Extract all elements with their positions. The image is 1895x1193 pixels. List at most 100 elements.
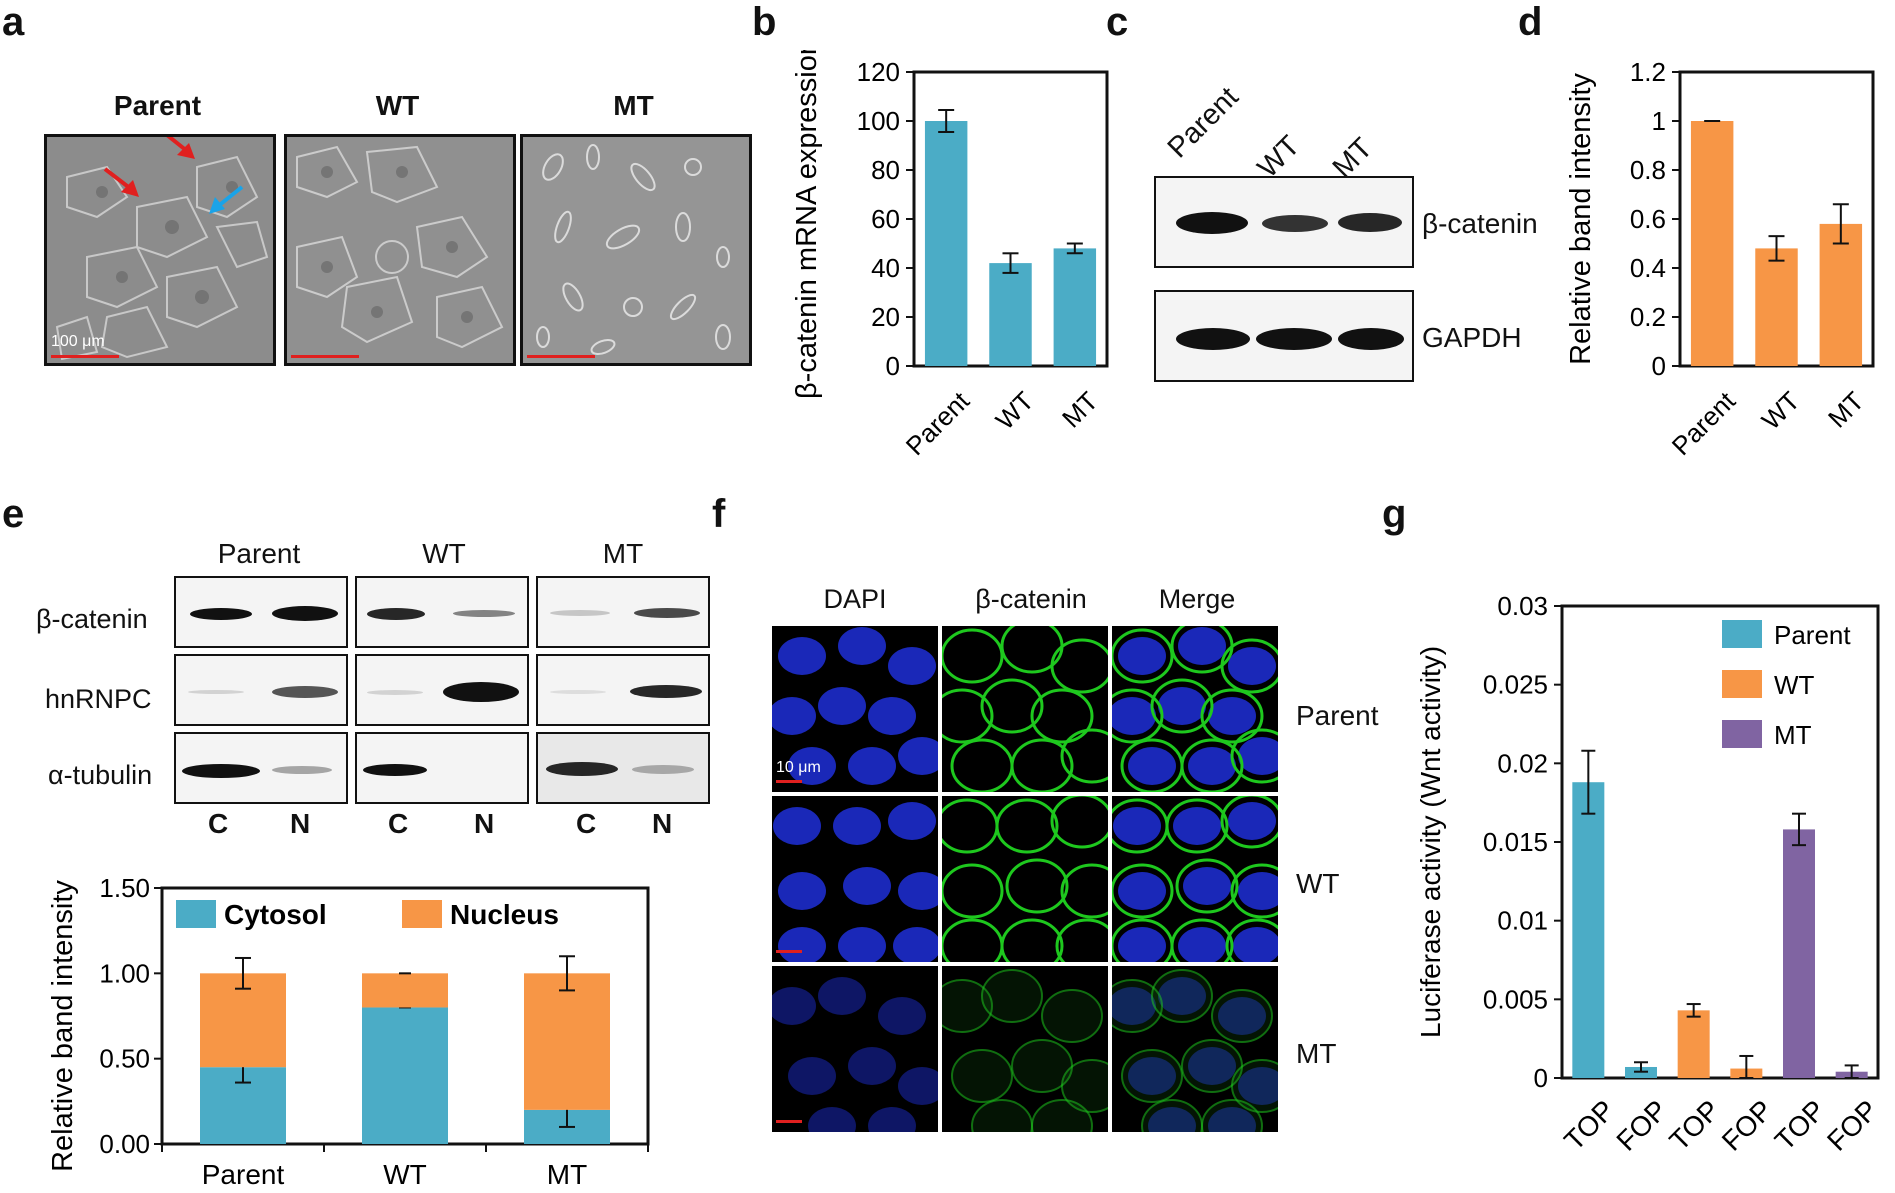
nucleus <box>888 802 936 840</box>
membrane <box>1230 863 1278 919</box>
confocal-image <box>1112 626 1278 792</box>
nucleus <box>1208 1107 1256 1132</box>
confocal-row-mt: MT <box>1296 1038 1337 1069</box>
band <box>632 765 694 774</box>
micrograph-title-wt: WT <box>375 90 420 121</box>
nucleus <box>1112 697 1156 735</box>
nucleus <box>1228 647 1276 685</box>
x-tick-label: WT <box>383 1159 427 1190</box>
y-tick-label: 0.02 <box>1497 748 1548 778</box>
nucleus <box>772 987 816 1025</box>
confocal-tile-2-2 <box>1112 966 1278 1132</box>
membrane <box>1175 858 1239 914</box>
confocal-image <box>773 802 938 962</box>
membrane <box>1231 1059 1278 1113</box>
x-tick-label: FOP <box>1610 1094 1673 1157</box>
nucleus <box>788 1057 836 1095</box>
membrane <box>942 979 993 1033</box>
membrane <box>1225 918 1278 962</box>
panel-label-e: e <box>2 492 25 536</box>
band <box>443 682 519 702</box>
membrane <box>1211 989 1273 1043</box>
membrane <box>1041 989 1103 1043</box>
band <box>272 606 338 621</box>
legend-swatch <box>1722 620 1762 648</box>
blot-e-mt-alpha-tubulin <box>536 732 710 804</box>
panel-label-a: a <box>2 0 25 44</box>
membrane <box>1220 638 1278 694</box>
membrane <box>1000 918 1064 962</box>
x-tick-label: WT <box>990 386 1040 436</box>
nucleus <box>1238 1067 1278 1105</box>
blot-e-wt-alpha-tubulin <box>355 732 529 804</box>
y-axis-label: Luciferase activity (Wnt activity) <box>1415 646 1446 1038</box>
band <box>190 608 252 620</box>
x-tick-label: TOP <box>1558 1094 1620 1156</box>
legend-label: Parent <box>1774 620 1851 650</box>
nucleus <box>898 872 938 910</box>
membrane <box>1112 979 1163 1033</box>
nucleus <box>1118 872 1166 910</box>
scale-bar <box>776 780 802 783</box>
y-tick-label: 1.2 <box>1630 57 1666 87</box>
band <box>182 764 260 778</box>
membrane <box>1220 796 1278 849</box>
cell-texture-mt <box>523 137 749 363</box>
membrane <box>1060 863 1108 919</box>
scale-bar <box>527 355 595 358</box>
nucleus <box>788 747 836 785</box>
membrane <box>1031 1099 1093 1132</box>
band <box>1176 328 1250 350</box>
micrograph-title-mt: MT <box>613 90 654 121</box>
nucleus <box>1238 872 1278 910</box>
band <box>1338 328 1404 350</box>
membrane <box>1151 969 1213 1023</box>
membrane <box>995 798 1059 854</box>
nucleus <box>838 927 886 962</box>
micrograph-title-parent: Parent <box>113 90 202 121</box>
y-tick-label: 100 <box>857 106 900 136</box>
band <box>1256 328 1332 350</box>
blot-e-mt-beta-catenin <box>536 576 710 648</box>
bar <box>1053 248 1097 366</box>
nucleus <box>838 627 886 665</box>
nucleus <box>1158 687 1206 725</box>
chart-e-stacked-fraction: 0.00 0.50 1.00 1.50 Parent WT MT Cytosol Nucleus… <box>47 873 650 1190</box>
legend-swatch <box>1722 670 1762 698</box>
x-tick-label: Parent <box>202 1159 285 1190</box>
band <box>363 764 427 776</box>
confocal-tile-2-0 <box>772 966 938 1132</box>
legend-swatch <box>176 900 216 928</box>
legend-label: WT <box>1774 670 1815 700</box>
x-tick-label: MT <box>1822 386 1870 434</box>
y-tick-label: 40 <box>871 253 900 283</box>
fraction-label-c: C <box>388 808 409 839</box>
confocal-col-dapi: DAPI <box>823 584 887 614</box>
band <box>550 610 610 616</box>
legend-swatch <box>1722 720 1762 748</box>
y-tick-label: 1.00 <box>99 958 150 988</box>
x-tick-label: TOP <box>1769 1094 1831 1156</box>
confocal-col-beta-catenin: β-catenin <box>975 584 1087 614</box>
fraction-label-n: N <box>290 808 311 839</box>
y-tick-label: 60 <box>871 204 900 234</box>
nucleus <box>778 637 826 675</box>
nucleus <box>1208 697 1256 735</box>
band <box>1262 215 1328 232</box>
blot-c-lane-parent: Parent <box>1161 81 1245 165</box>
bar-segment <box>362 973 448 1008</box>
confocal-image: 10 μm <box>772 627 938 785</box>
membrane <box>1112 628 1174 684</box>
nucleus <box>1118 927 1166 962</box>
y-tick-label: 0.015 <box>1483 827 1548 857</box>
y-tick-label: 0.50 <box>99 1044 150 1074</box>
nucleus <box>818 687 866 725</box>
panel-label-f: f <box>712 492 726 536</box>
bar-segment <box>362 1007 448 1144</box>
y-tick-label: 20 <box>871 302 900 332</box>
y-tick-label: 0 <box>886 351 900 381</box>
confocal-image <box>942 626 1108 792</box>
nucleus <box>1148 1107 1196 1132</box>
arrow-overlay-parent <box>103 137 244 214</box>
membrane <box>951 1049 1013 1103</box>
